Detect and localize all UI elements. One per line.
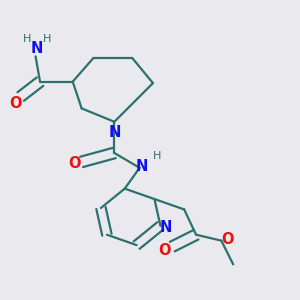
Text: H: H [22, 34, 31, 44]
Text: O: O [221, 232, 233, 247]
Text: O: O [9, 95, 22, 110]
Text: H: H [153, 151, 161, 161]
Text: N: N [160, 220, 172, 235]
Text: O: O [68, 156, 80, 171]
Text: N: N [108, 125, 121, 140]
Text: N: N [31, 41, 43, 56]
Text: H: H [43, 34, 52, 44]
Text: O: O [159, 243, 171, 258]
Text: N: N [136, 159, 148, 174]
